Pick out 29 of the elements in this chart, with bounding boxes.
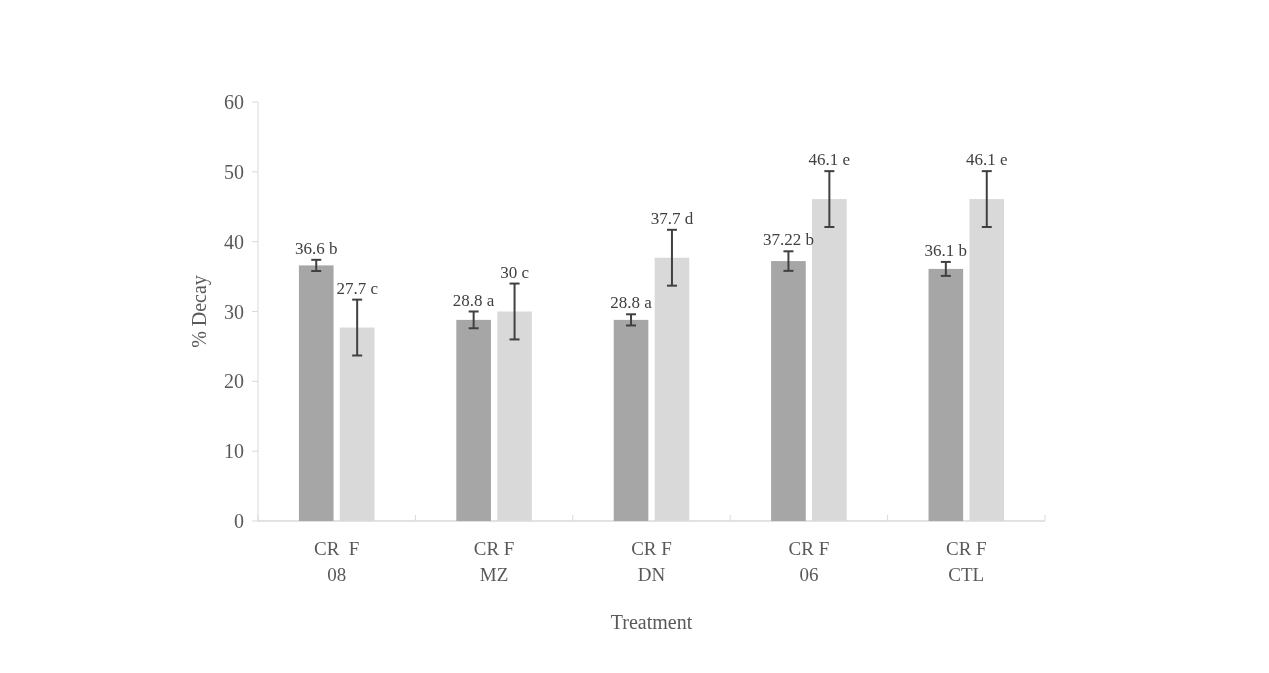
bar (613, 319, 649, 521)
bar (928, 268, 964, 521)
data-label: 27.7 c (336, 278, 379, 298)
y-tick-label: 0 (234, 510, 244, 532)
y-tick-label: 10 (224, 440, 244, 463)
data-label: 37.7 d (650, 208, 694, 228)
y-tick-label: 20 (224, 370, 244, 393)
bar (456, 319, 491, 521)
data-label: 36.6 b (294, 238, 338, 258)
y-tick-label: 60 (224, 91, 244, 113)
x-tick-label: CR F CTL (945, 538, 987, 585)
x-tick-label: CR F 08 (313, 538, 360, 585)
x-tick-label: CR F DN (631, 538, 672, 585)
x-tick-label: CR F MZ (473, 538, 515, 585)
bar (771, 261, 806, 521)
x-tick-label: CR F 06 (788, 538, 830, 585)
data-label: 28.8 a (452, 290, 495, 310)
data-label: 30 c (500, 262, 530, 282)
data-label: 37.22 b (762, 230, 814, 250)
y-tick-label: 50 (224, 160, 244, 183)
data-label: 36.1 b (924, 240, 968, 260)
y-axis-title: % Decay (188, 275, 211, 348)
y-tick-label: 40 (224, 230, 244, 253)
bar (298, 265, 334, 521)
y-tick-label: 30 (224, 300, 244, 323)
x-axis-title: Treatment (610, 611, 693, 633)
data-label: 46.1 e (808, 150, 851, 170)
data-label: 28.8 a (610, 293, 653, 313)
data-label: 46.1 e (965, 150, 1008, 170)
